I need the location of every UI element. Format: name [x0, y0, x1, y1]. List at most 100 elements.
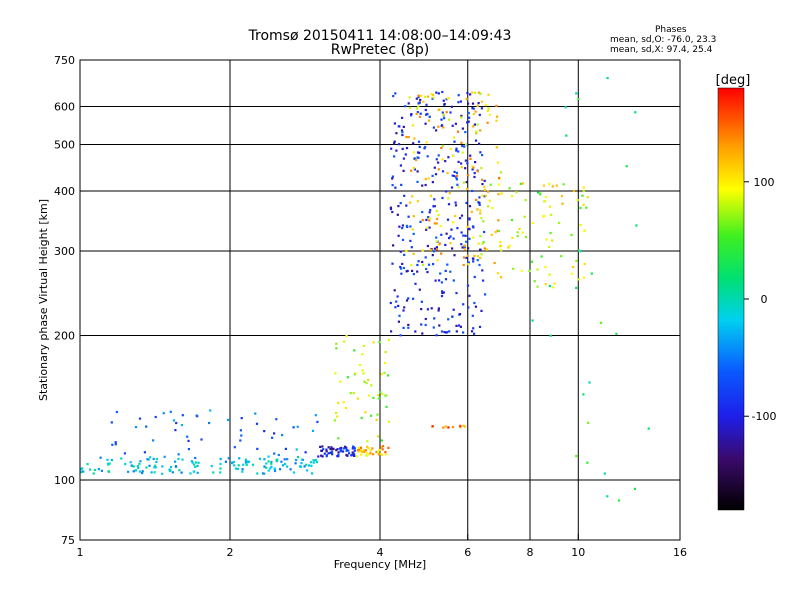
data-point	[189, 472, 192, 475]
data-point	[152, 457, 155, 460]
data-point	[281, 464, 285, 467]
data-point	[120, 457, 123, 460]
data-point	[531, 222, 535, 225]
data-point	[551, 239, 554, 242]
data-point	[544, 265, 547, 269]
data-point	[343, 340, 346, 343]
data-point	[231, 462, 234, 465]
data-point	[411, 195, 414, 198]
data-point	[369, 452, 372, 455]
data-point	[460, 166, 463, 169]
data-point	[107, 470, 110, 473]
data-point	[194, 456, 197, 460]
data-point	[465, 201, 468, 205]
data-point	[420, 300, 423, 303]
data-point	[82, 470, 85, 473]
data-point	[401, 133, 404, 137]
data-point	[479, 151, 482, 154]
data-point	[403, 194, 406, 197]
data-point	[327, 452, 330, 455]
data-point	[426, 271, 429, 274]
data-point	[381, 448, 384, 451]
data-point	[345, 335, 348, 338]
data-point	[371, 447, 374, 450]
data-point	[453, 140, 456, 143]
data-point	[407, 102, 410, 105]
data-point	[283, 458, 286, 461]
data-point	[453, 170, 456, 173]
data-point	[482, 241, 485, 244]
data-point	[466, 174, 470, 177]
data-point	[155, 460, 158, 464]
data-point	[455, 324, 458, 327]
data-point	[570, 272, 573, 275]
y-tick-label: 200	[54, 330, 75, 343]
y-axis-label: Stationary phase Virtual Height [km]	[37, 199, 50, 401]
data-point	[548, 245, 551, 248]
data-point	[430, 307, 433, 310]
data-point	[136, 465, 139, 468]
data-point	[472, 260, 475, 263]
data-point	[397, 143, 401, 146]
data-point	[263, 472, 266, 475]
data-point	[347, 449, 350, 452]
data-point	[440, 252, 443, 255]
data-point	[392, 95, 395, 98]
colorbar-tick-label: -100	[752, 410, 777, 423]
data-point	[147, 458, 150, 461]
data-point	[419, 112, 422, 115]
data-point	[451, 124, 454, 127]
data-point	[401, 131, 404, 134]
data-point	[319, 445, 322, 448]
data-point	[551, 185, 554, 188]
data-point	[180, 471, 183, 474]
data-point	[647, 427, 650, 430]
data-point	[476, 259, 479, 262]
data-point	[449, 242, 452, 245]
data-point	[472, 166, 475, 169]
data-point	[466, 143, 469, 146]
data-point	[365, 452, 368, 455]
data-point	[377, 435, 380, 438]
data-point	[346, 376, 349, 379]
data-point	[528, 269, 531, 272]
data-point	[437, 92, 440, 95]
data-point	[468, 205, 472, 208]
data-point	[478, 113, 481, 116]
data-point	[286, 465, 289, 468]
data-point	[459, 424, 462, 427]
data-point	[149, 456, 152, 459]
data-point	[523, 215, 526, 218]
data-point	[362, 344, 365, 347]
data-point	[361, 369, 364, 372]
data-point	[399, 164, 402, 167]
data-point	[599, 321, 603, 324]
data-point	[536, 191, 540, 194]
data-point	[438, 324, 441, 327]
data-point	[317, 455, 320, 458]
data-point	[433, 317, 436, 320]
data-point	[463, 244, 466, 247]
data-point	[469, 93, 472, 96]
data-point	[388, 420, 391, 423]
data-point	[440, 295, 444, 298]
data-point	[353, 449, 356, 452]
chart-title: Tromsø 20150411 14:08:00–14:09:43	[248, 28, 512, 44]
data-point	[380, 373, 383, 376]
data-point	[433, 166, 436, 169]
data-point	[481, 194, 484, 197]
data-point	[466, 225, 469, 228]
data-point	[462, 181, 465, 184]
data-point	[421, 260, 424, 264]
data-point	[442, 426, 445, 429]
data-point	[410, 263, 413, 266]
data-point	[633, 487, 636, 490]
data-point	[141, 470, 144, 473]
colorbar-tick-label: 100	[754, 176, 775, 189]
data-point	[114, 443, 117, 446]
data-point	[123, 452, 126, 455]
x-tick-label: 6	[464, 546, 471, 559]
data-point	[177, 453, 180, 456]
data-point	[441, 196, 444, 200]
data-point	[473, 254, 476, 257]
